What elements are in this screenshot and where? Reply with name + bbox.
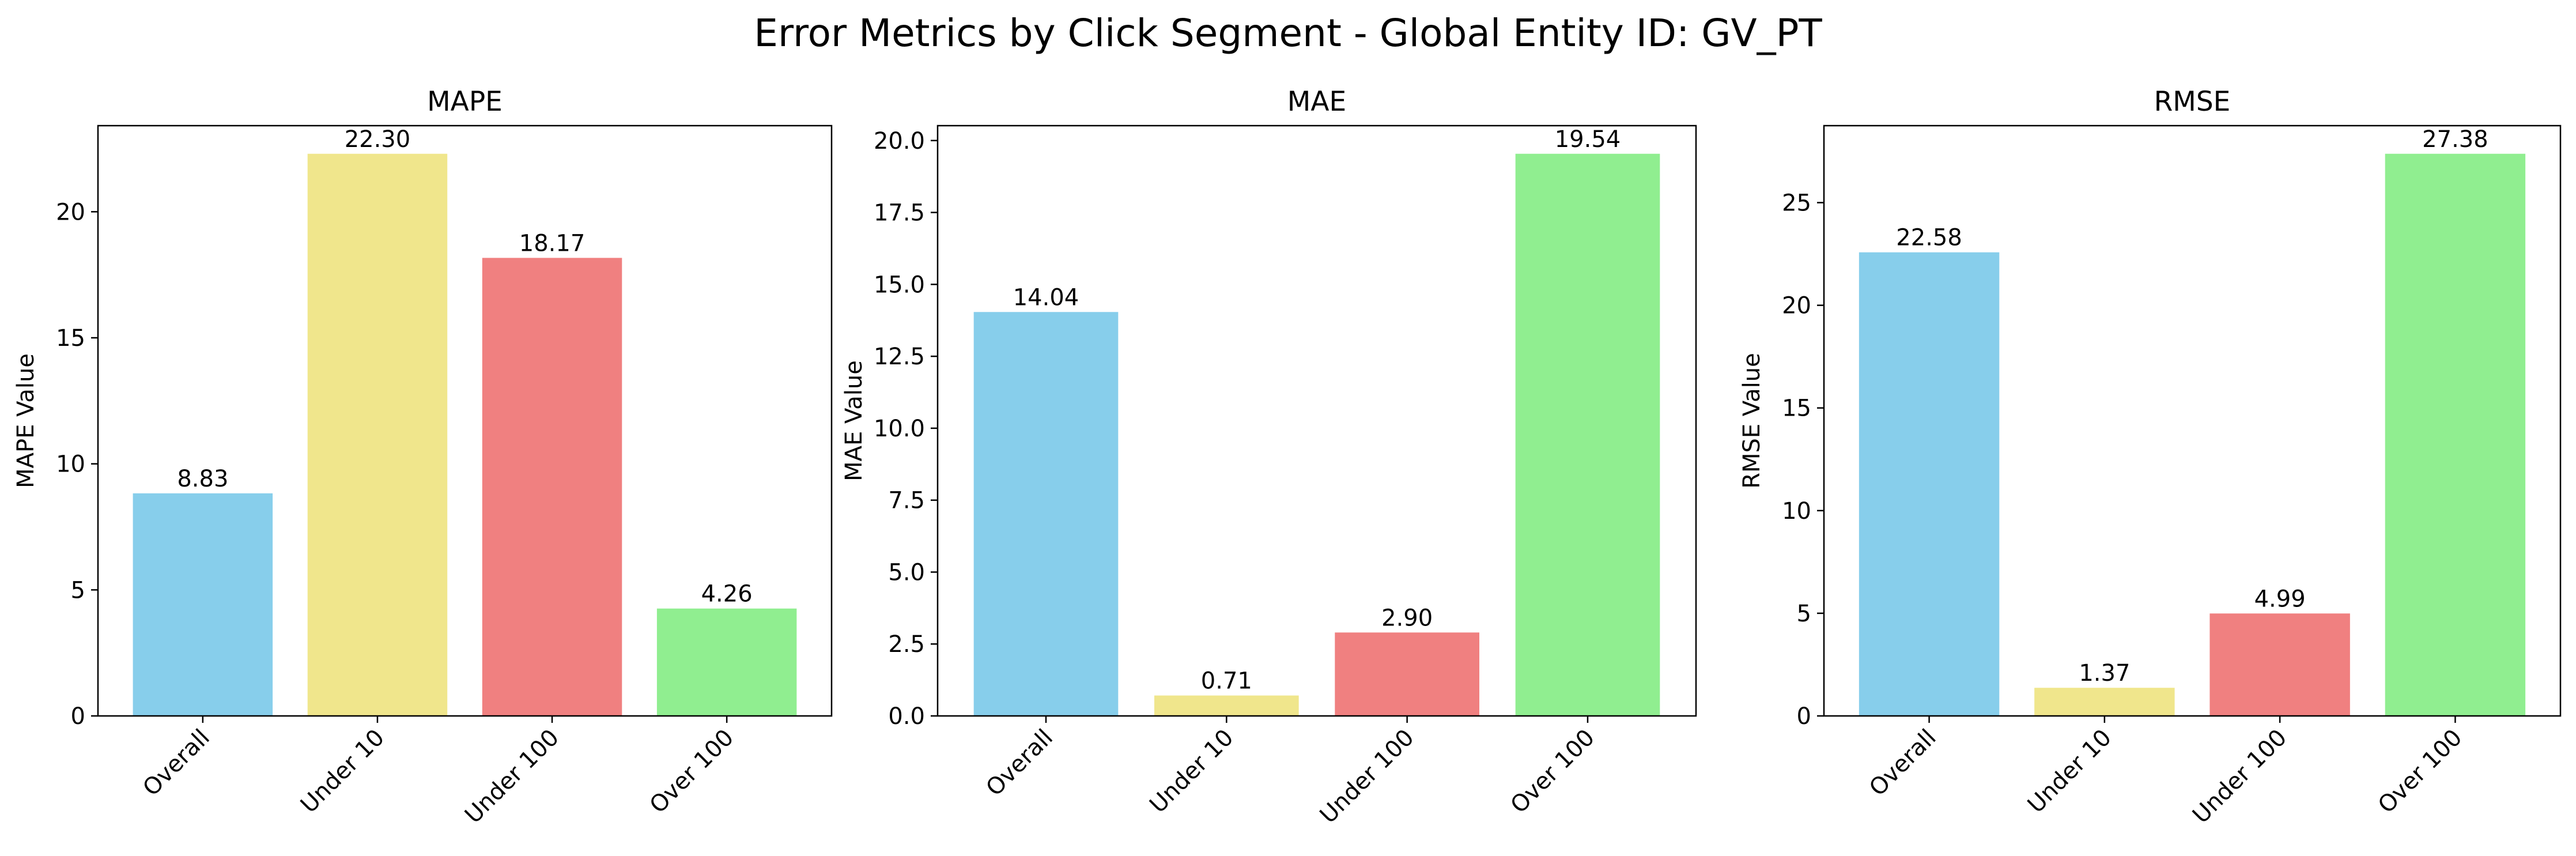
chart-2-value-label-0: 22.58 [1896, 225, 1962, 251]
chart-1-bar-3 [1515, 153, 1660, 716]
chart-1-value-label-3: 19.54 [1555, 126, 1621, 153]
chart-2-ylabel: RMSE Value [1739, 353, 1765, 489]
chart-2-bar-3 [2385, 153, 2526, 716]
chart-2-ytick-label-1: 5 [1797, 601, 1811, 627]
chart-0-value-label-1: 22.30 [345, 126, 411, 153]
chart-2-bar-0 [1859, 252, 2000, 717]
chart-0-value-label-2: 18.17 [519, 230, 586, 257]
chart-0-ytick-label-4: 20 [56, 199, 85, 225]
chart-1-ytick-label-1: 2.5 [888, 631, 925, 658]
chart-2-ytick-label-3: 15 [1782, 395, 1811, 422]
chart-1-ytick-label-6: 15.0 [874, 271, 925, 298]
chart-1-bar-1 [1154, 695, 1299, 716]
chart-2-ytick-label-0: 0 [1797, 703, 1811, 730]
chart-0-axes-frame [97, 125, 833, 717]
chart-1-bar-0 [973, 312, 1119, 716]
chart-1-ytick-label-5: 12.5 [874, 344, 925, 370]
chart-0-ytick-label-2: 10 [56, 451, 85, 478]
chart-1-ytick-label-3: 7.5 [888, 488, 925, 514]
chart-1-ytick-label-4: 10.0 [874, 416, 925, 442]
chart-1-title: MAE [1287, 86, 1346, 118]
chart-1-ylabel: MAE Value [841, 360, 867, 481]
chart-1-value-label-2: 2.90 [1381, 605, 1433, 631]
chart-2-axes-frame [1823, 125, 2562, 717]
chart-0-ytick-label-1: 5 [71, 577, 85, 604]
chart-2-value-label-2: 4.99 [2254, 586, 2306, 612]
chart-0-bar-1 [307, 153, 448, 716]
chart-1-bar-2 [1335, 632, 1479, 716]
chart-1-ytick-label-0: 0.0 [888, 703, 925, 730]
chart-1-axes-frame [936, 125, 1697, 717]
chart-0-ylabel: MAPE Value [13, 353, 39, 488]
chart-2-ytick-label-5: 25 [1782, 190, 1811, 217]
chart-2-bar-1 [2034, 688, 2175, 716]
chart-0-bar-3 [656, 608, 797, 716]
chart-0-value-label-3: 4.26 [701, 581, 753, 608]
chart-1-ytick-label-2: 5.0 [888, 559, 925, 586]
chart-2-title: RMSE [2154, 86, 2231, 118]
figure-title: Error Metrics by Click Segment - Global … [754, 11, 1822, 55]
chart-1-ytick-label-7: 17.5 [874, 200, 925, 227]
chart-0-title: MAPE [427, 86, 503, 118]
chart-0-bar-2 [482, 258, 622, 716]
chart-1-value-label-0: 14.04 [1013, 284, 1079, 311]
chart-1-value-label-1: 0.71 [1201, 668, 1252, 695]
chart-2-ytick-label-2: 10 [1782, 498, 1811, 525]
chart-0-bar-0 [133, 493, 273, 716]
chart-2-value-label-3: 27.38 [2422, 126, 2488, 153]
chart-0-ytick-label-3: 15 [56, 325, 85, 352]
chart-0-ytick-label-0: 0 [71, 703, 85, 730]
chart-2-bar-2 [2209, 613, 2350, 716]
chart-1-ytick-label-8: 20.0 [874, 128, 925, 154]
chart-2-value-label-1: 1.37 [2079, 660, 2130, 687]
chart-2-ytick-label-4: 20 [1782, 293, 1811, 319]
chart-0-value-label-0: 8.83 [177, 466, 228, 492]
